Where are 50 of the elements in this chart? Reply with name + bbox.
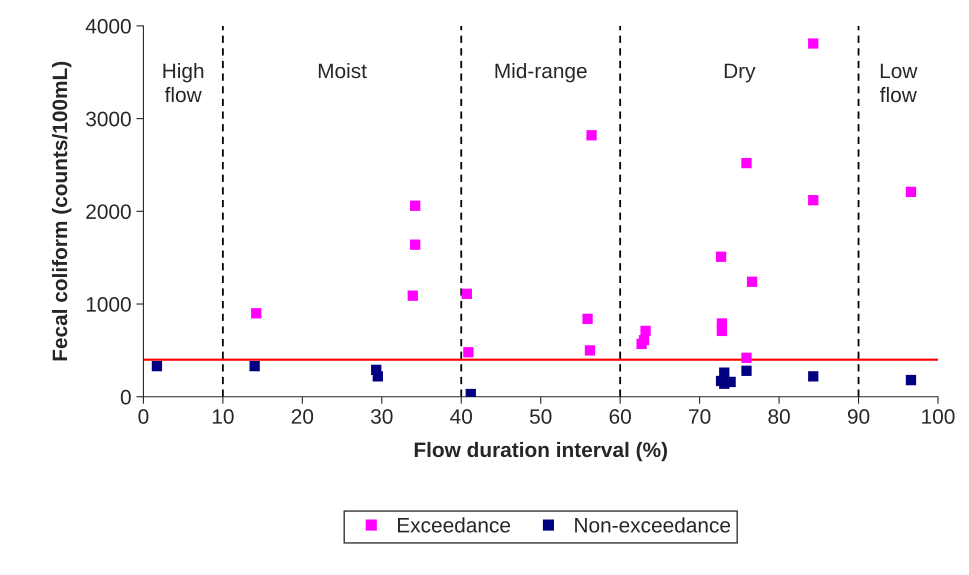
x-tick-label: 10 bbox=[212, 409, 234, 424]
point bbox=[808, 371, 818, 382]
point bbox=[741, 352, 752, 363]
legend-label: Non-exceedance bbox=[575, 517, 730, 533]
point bbox=[906, 186, 916, 197]
point bbox=[462, 288, 472, 299]
x-tick-label: 100 bbox=[922, 409, 955, 424]
point bbox=[250, 361, 260, 372]
point bbox=[410, 200, 420, 211]
legend-label: Exceedance bbox=[398, 517, 510, 533]
point bbox=[372, 371, 383, 382]
point bbox=[582, 314, 593, 324]
x-axis-title: Flow duration interval (%) bbox=[414, 442, 667, 462]
x-tick-label: 90 bbox=[848, 409, 870, 424]
annotation: Dry bbox=[724, 64, 756, 82]
x-tick-label: 40 bbox=[450, 409, 472, 424]
point bbox=[584, 345, 596, 356]
annotation: Mid-range bbox=[496, 62, 587, 82]
x-tick-label: 60 bbox=[610, 409, 631, 424]
point bbox=[725, 376, 736, 388]
x-tick-label: 70 bbox=[689, 409, 710, 424]
point bbox=[152, 361, 162, 372]
point bbox=[746, 276, 758, 287]
y-tick-label: 4000 bbox=[86, 18, 131, 34]
point bbox=[463, 347, 474, 358]
point bbox=[408, 290, 418, 301]
point bbox=[716, 252, 726, 262]
x-tick-label: 30 bbox=[370, 409, 393, 424]
annotation: Moist bbox=[318, 62, 367, 78]
x-tick-label: 80 bbox=[768, 409, 790, 424]
annotation: Low flow bbox=[880, 64, 918, 102]
point bbox=[638, 335, 650, 346]
annotation: High flow bbox=[163, 62, 204, 102]
y-axis-title: Fecal coliform (counts/100mL) bbox=[52, 62, 72, 360]
x-tick-label: 50 bbox=[530, 409, 552, 424]
y-tick-label: 2000 bbox=[86, 204, 131, 220]
x-tick-label: 20 bbox=[292, 409, 314, 424]
point bbox=[906, 374, 916, 386]
point bbox=[741, 366, 752, 376]
point bbox=[251, 308, 262, 318]
point bbox=[716, 326, 728, 336]
point bbox=[808, 195, 818, 206]
point bbox=[410, 240, 420, 250]
point bbox=[741, 158, 752, 168]
point bbox=[586, 130, 597, 140]
y-tick-label: 1000 bbox=[86, 297, 131, 312]
y-tick-label: 0 bbox=[120, 390, 131, 405]
y-tick-label: 3000 bbox=[86, 112, 131, 126]
point bbox=[808, 38, 818, 49]
x-tick-label: 0 bbox=[138, 409, 148, 424]
